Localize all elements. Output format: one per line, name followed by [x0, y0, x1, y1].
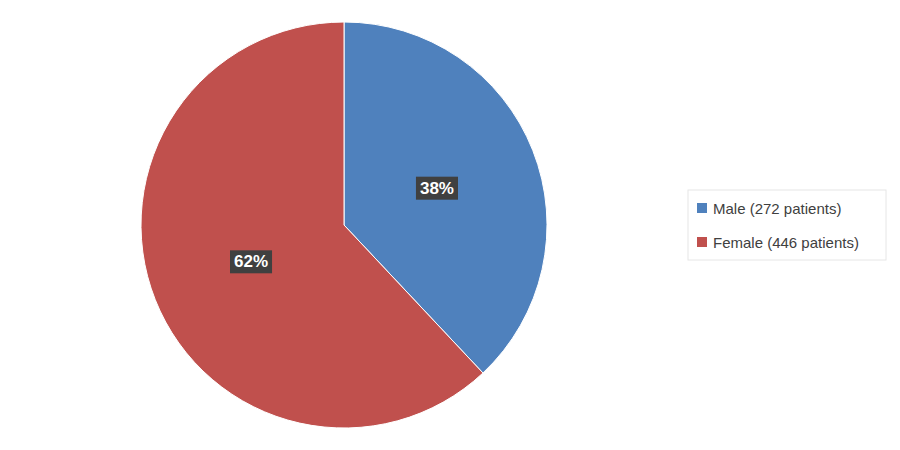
- data-label: 38%: [420, 179, 454, 198]
- slices: [141, 22, 547, 428]
- legend-swatch: [697, 203, 707, 213]
- data-label: 62%: [234, 252, 268, 271]
- data-label-box: [230, 250, 272, 273]
- data-label-box: [416, 177, 458, 200]
- legend: Male (272 patients) Female (446 patients): [688, 190, 886, 260]
- legend-label: Female (446 patients): [713, 234, 859, 251]
- legend-swatch: [697, 237, 707, 247]
- legend-frame: [688, 190, 886, 260]
- legend-label: Male (272 patients): [713, 200, 841, 217]
- chart: 38% 62% Male (272 patients) Female (446 pat…: [0, 0, 900, 450]
- pie-slice: [141, 22, 483, 428]
- data-labels: 38% 62%: [230, 177, 458, 274]
